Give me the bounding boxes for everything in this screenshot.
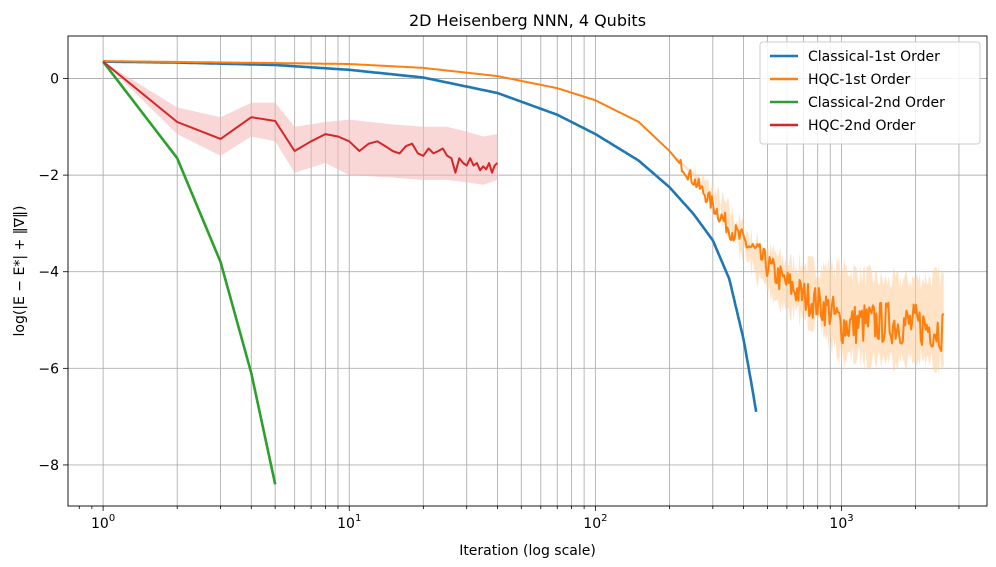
x-tick-label: 100	[91, 513, 115, 532]
y-axis-label: log(|E − E*| + ‖∇‖)	[12, 205, 28, 336]
legend-frame	[759, 41, 981, 145]
series-lines	[102, 60, 945, 485]
y-tick-label: 0	[50, 72, 59, 88]
grid-lines	[68, 36, 987, 506]
y-tick-label: −4	[38, 265, 59, 281]
x-axis-label: Iteration (log scale)	[459, 543, 596, 559]
y-tick-label: −2	[38, 168, 59, 184]
y-tick-label: −8	[38, 458, 59, 474]
legend-label: HQC-2nd Order	[808, 118, 916, 134]
legend: Classical-1st Order HQC-1st Order Classica…	[759, 41, 981, 145]
hqc-1st-order-line	[103, 60, 945, 352]
axis-ticks: 100 101 102 103 0 −2 −4 −6 −8	[38, 72, 960, 532]
legend-label: Classical-2nd Order	[808, 95, 945, 111]
legend-label: Classical-1st Order	[808, 49, 940, 65]
chart-title: 2D Heisenberg NNN, 4 Qubits	[409, 11, 646, 30]
hqc-2nd-order-line	[102, 60, 499, 174]
x-tick-label: 101	[337, 513, 361, 532]
y-tick-label: −6	[38, 361, 59, 377]
x-tick-label: 103	[829, 513, 853, 532]
classical-1st-order-line	[102, 60, 758, 413]
plot-frame	[67, 35, 988, 507]
x-tick-label: 102	[583, 513, 607, 532]
legend-label: HQC-1st Order	[808, 72, 911, 88]
classical-2nd-order-line	[102, 60, 277, 485]
hqc-1st-order-band	[103, 61, 944, 375]
